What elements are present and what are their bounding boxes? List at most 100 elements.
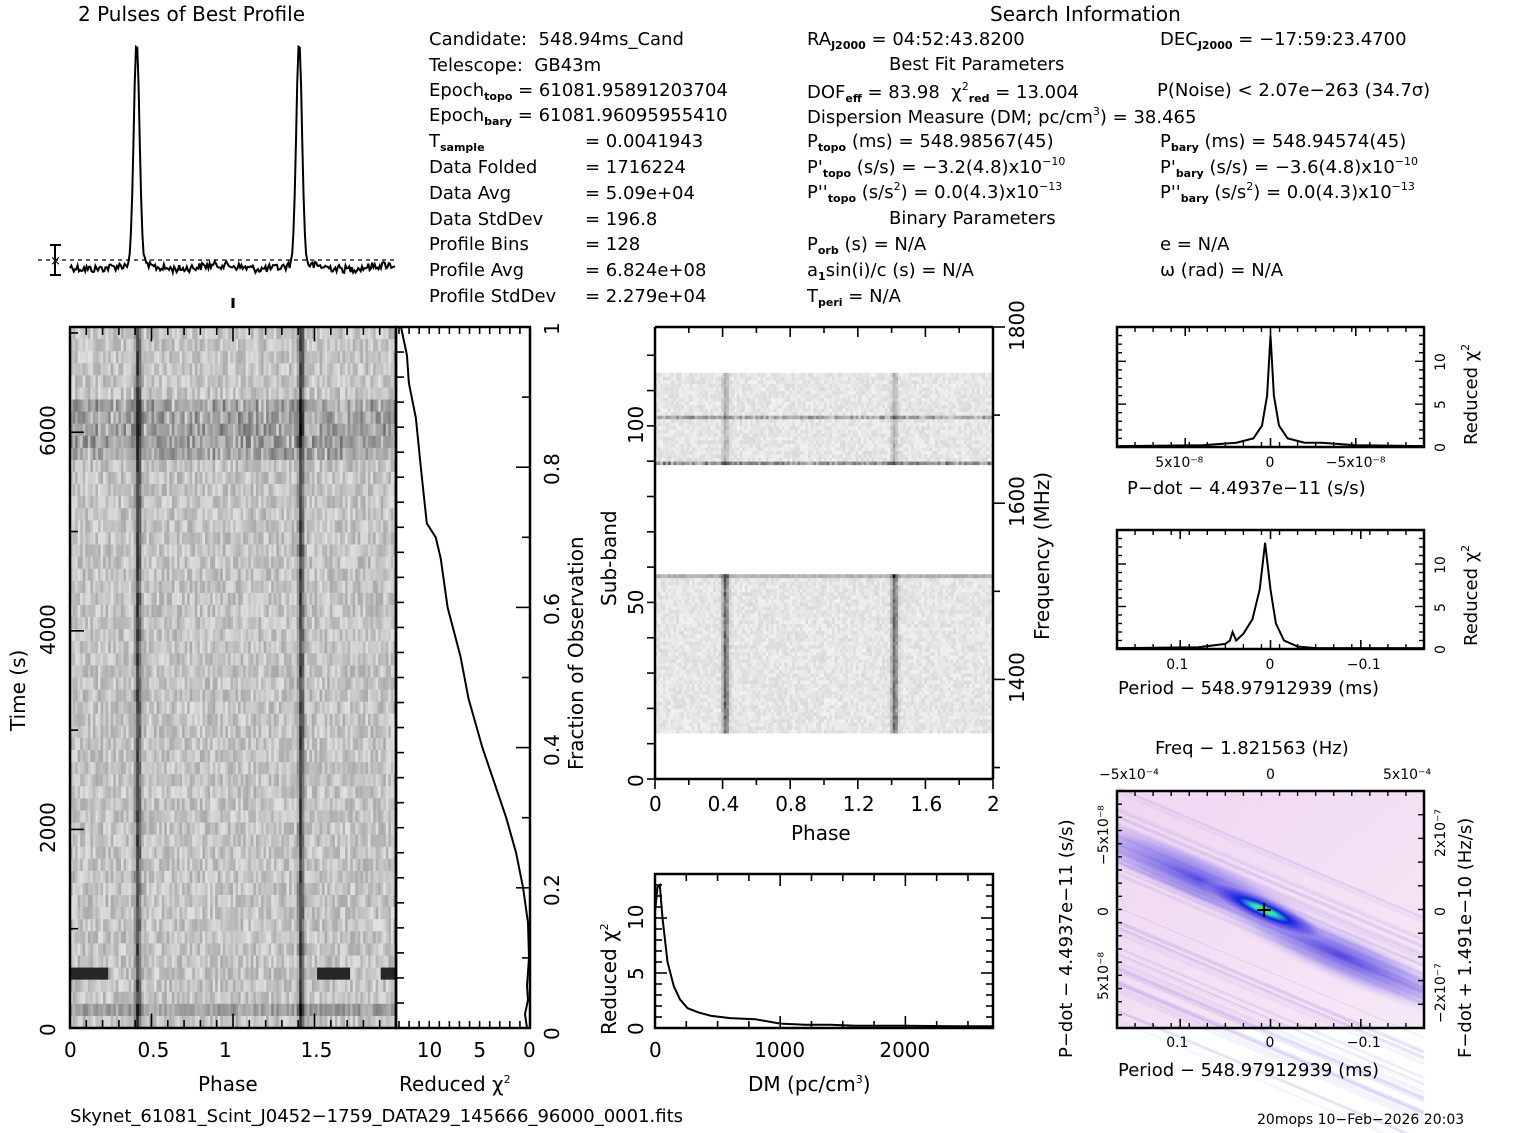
heatmap-cell <box>204 737 208 751</box>
heatmap-cell <box>184 713 188 727</box>
heatmap-cell <box>108 701 112 715</box>
heatmap-cell <box>151 447 155 461</box>
heatmap-cell <box>204 532 208 545</box>
heatmap-cell <box>383 701 387 715</box>
heatmap-cell <box>233 435 236 449</box>
heatmap-cell <box>362 774 366 787</box>
heatmap-cell <box>110 387 114 400</box>
heatmap-cell <box>360 617 364 630</box>
heatmap-cell <box>105 556 109 570</box>
heatmap-cell <box>87 725 91 739</box>
heatmap-cell <box>189 677 193 690</box>
heatmap-cell <box>115 435 119 449</box>
heatmap-cell <box>283 750 287 763</box>
heatmap-cell <box>80 459 84 473</box>
heatmap-cell <box>334 677 338 690</box>
heatmap-cell <box>373 677 377 690</box>
heatmap-cell <box>154 725 157 739</box>
heatmap-cell <box>70 399 73 413</box>
heatmap-cell <box>225 762 229 775</box>
heatmap-cell <box>230 653 234 666</box>
heatmap-cell <box>120 327 124 340</box>
heatmap-cell <box>159 532 163 545</box>
heatmap-cell <box>271 604 275 618</box>
heatmap-cell <box>136 435 140 449</box>
heatmap-cell <box>299 496 303 509</box>
heatmap-cell <box>332 532 336 545</box>
heatmap-cell <box>314 339 318 352</box>
heatmap-cell <box>378 520 382 533</box>
heatmap-cell <box>248 532 252 545</box>
heatmap-cell <box>182 411 186 425</box>
heatmap-cell <box>357 725 361 739</box>
heatmap-cell <box>100 411 104 425</box>
heatmap-cell <box>327 713 331 727</box>
heatmap-cell <box>291 351 295 364</box>
heatmap-cell <box>90 484 94 497</box>
heatmap-cell <box>339 750 343 763</box>
heatmap-cell <box>383 496 387 509</box>
heatmap-cell <box>276 665 280 678</box>
heatmap-cell <box>217 701 221 715</box>
heatmap-cell <box>182 447 186 461</box>
heatmap-cell <box>126 556 129 570</box>
heatmap-cell <box>337 423 341 437</box>
heatmap-cell <box>184 484 188 497</box>
heatmap-cell <box>283 629 287 642</box>
heatmap-cell <box>159 786 163 799</box>
heatmap-cell <box>345 484 349 497</box>
heatmap-cell <box>388 472 392 485</box>
heatmap-cell <box>329 484 333 497</box>
heatmap-cell <box>291 568 295 582</box>
heatmap-cell <box>110 508 114 521</box>
heatmap-cell <box>276 762 280 775</box>
heatmap-cell <box>133 750 137 763</box>
heatmap-cell <box>131 496 135 509</box>
heatmap-cell <box>324 580 328 594</box>
heatmap-cell <box>339 544 343 558</box>
heatmap-cell <box>243 520 247 533</box>
heatmap-cell <box>108 496 112 509</box>
heatmap-cell <box>286 508 290 521</box>
heatmap-cell <box>281 556 285 570</box>
heatmap-cell <box>296 604 300 618</box>
heatmap-cell <box>82 677 86 690</box>
heatmap-cell <box>133 629 137 642</box>
heatmap-cell <box>176 435 180 449</box>
heatmap-cell <box>215 653 219 666</box>
heatmap-cell <box>120 520 124 533</box>
heatmap-cell <box>294 472 298 485</box>
heatmap-cell <box>126 617 129 630</box>
heatmap-cell <box>120 351 124 364</box>
heatmap-cell <box>380 351 384 364</box>
heatmap-cell <box>136 459 140 473</box>
heatmap-cell <box>179 592 183 606</box>
heatmap-cell <box>187 363 191 376</box>
heatmap-cell <box>197 411 201 425</box>
heatmap-cell <box>146 617 150 630</box>
heatmap-cell <box>253 701 257 715</box>
heatmap-cell <box>294 532 298 545</box>
heatmap-cell <box>350 641 354 654</box>
heatmap-cell <box>286 387 290 400</box>
heatmap-cell <box>159 556 163 570</box>
heatmap-cell <box>92 725 96 739</box>
heatmap-cell <box>273 387 277 400</box>
heatmap-cell <box>289 641 292 654</box>
heatmap-cell <box>299 701 303 715</box>
heatmap-cell <box>225 677 229 690</box>
heatmap-cell <box>92 774 96 787</box>
heatmap-cell <box>345 375 349 388</box>
heatmap-cell <box>342 725 346 739</box>
heatmap-cell <box>355 484 359 497</box>
heatmap-cell <box>154 592 157 606</box>
heatmap-cell <box>103 592 107 606</box>
heatmap-cell <box>281 617 285 630</box>
chi-label: χ <box>951 82 962 103</box>
heatmap-cell <box>360 592 364 606</box>
heatmap-cell <box>263 556 267 570</box>
heatmap-cell <box>222 604 226 618</box>
heatmap-cell <box>184 653 188 666</box>
heatmap-cell <box>311 653 315 666</box>
heatmap-cell <box>197 653 201 666</box>
